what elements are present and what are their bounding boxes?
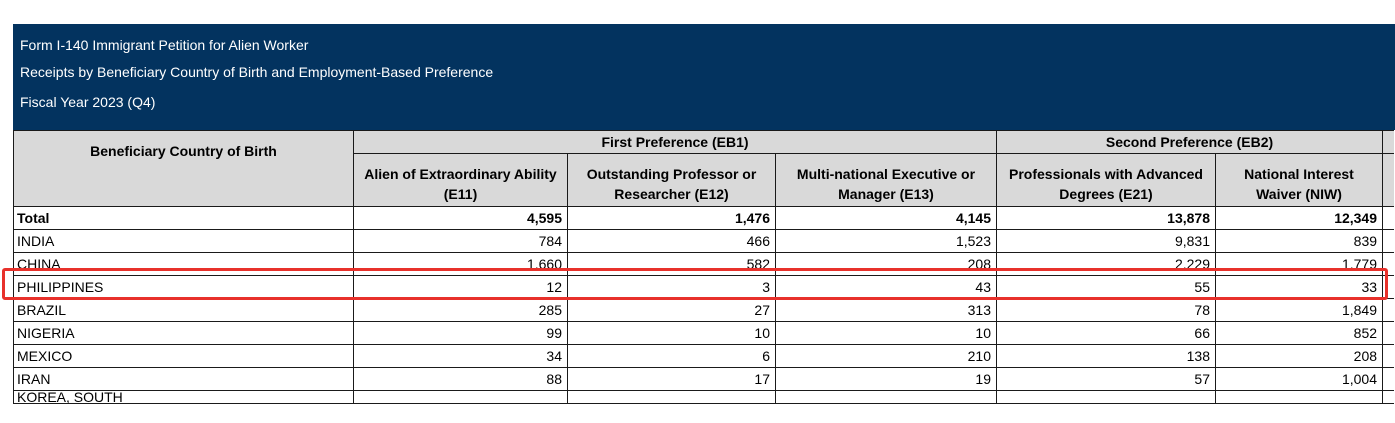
spreadsheet: Form I-140 Immigrant Petition for Alien … [13,24,1395,404]
cell: 12 [353,275,568,299]
cell: 33 [1214,275,1384,299]
table-row: IRAN 88 17 19 57 1,004 [13,367,1394,391]
cell: 6 [567,344,776,368]
cell: 43 [775,275,997,299]
cut-cell [1382,367,1394,391]
cell [775,390,997,404]
row-label: Total [13,206,354,230]
cell: 210 [775,344,997,368]
cell: 78 [996,298,1216,322]
table-row-cut-off: KOREA, SOUTH [13,390,1394,404]
report-title: Form I-140 Immigrant Petition for Alien … [20,37,309,53]
cell: 208 [1214,344,1384,368]
row-label: CHINA [13,252,354,276]
table-row: MEXICO 34 6 210 138 208 [13,344,1394,368]
cell: 1,004 [1214,367,1384,391]
cell: 1,476 [567,206,776,230]
cut-cell [1382,344,1394,368]
column-header-e21: Professionals with Advanced Degrees (E21… [996,153,1216,207]
cell: 582 [567,252,776,276]
cell: 3 [567,275,776,299]
column-header-niw: National Interest Waiver (NIW) [1214,153,1384,207]
cell [1214,390,1384,404]
row-header: Beneficiary Country of Birth [13,130,354,207]
table-row: PHILIPPINES 12 3 43 55 33 [13,275,1394,299]
cell: 66 [996,321,1216,345]
cell: 13,878 [996,206,1216,230]
row-label: INDIA [13,229,354,253]
cell: 138 [996,344,1216,368]
cut-cell [1382,390,1394,404]
cell: 852 [1214,321,1384,345]
cell: 17 [567,367,776,391]
column-header-e11: Alien of Extraordinary Ability (E11) [353,153,568,207]
cell: 12,349 [1214,206,1384,230]
cell [996,390,1216,404]
receipts-table: Beneficiary Country of Birth First Prefe… [13,130,1394,404]
cell: 285 [353,298,568,322]
cell: 4,595 [353,206,568,230]
cell: 1,523 [775,229,997,253]
cell: 55 [996,275,1216,299]
column-header-e12: Outstanding Professor or Researcher (E12… [567,153,776,207]
cell: 9,831 [996,229,1216,253]
report-period: Fiscal Year 2023 (Q4) [20,94,156,110]
table-row-total: Total 4,595 1,476 4,145 13,878 12,349 [13,206,1394,230]
cut-cell [1382,321,1394,345]
cell: 1,779 [1214,252,1384,276]
cell: 19 [775,367,997,391]
report-subtitle: Receipts by Beneficiary Country of Birth… [20,64,494,80]
group-header-eb1: First Preference (EB1) [353,130,997,154]
cell: 10 [775,321,997,345]
table-row: INDIA 784 466 1,523 9,831 839 [13,229,1394,253]
table-row: CHINA 1,660 582 208 2,229 1,779 [13,252,1394,276]
group-header-eb2: Second Preference (EB2) [995,130,1384,154]
cell: 34 [353,344,568,368]
cell: 466 [567,229,776,253]
cell: 839 [1214,229,1384,253]
cut-header [1382,130,1394,154]
cell: 208 [775,252,997,276]
row-label: MEXICO [13,344,354,368]
cell [353,390,568,404]
cell: 313 [775,298,997,322]
row-label: IRAN [13,367,354,391]
cut-cell [1382,298,1394,322]
table-row: BRAZIL 285 27 313 78 1,849 [13,298,1394,322]
cell: 784 [353,229,568,253]
cut-cell [1382,275,1394,299]
row-label: KOREA, SOUTH [13,390,354,404]
cut-cell [1382,229,1394,253]
row-label: BRAZIL [13,298,354,322]
table-row: NIGERIA 99 10 10 66 852 [13,321,1394,345]
row-label: PHILIPPINES [13,275,354,299]
cut-cell [1382,252,1394,276]
cell: 1,849 [1214,298,1384,322]
cell: 1,660 [353,252,568,276]
row-label: NIGERIA [13,321,354,345]
cell: 4,145 [775,206,997,230]
column-header-e13: Multi-national Executive or Manager (E13… [775,153,997,207]
cut-cell [1382,206,1394,230]
cell: 88 [353,367,568,391]
cut-header [1382,153,1394,207]
cell [567,390,776,404]
cell: 99 [353,321,568,345]
cell: 2,229 [996,252,1216,276]
cell: 10 [567,321,776,345]
report-banner: Form I-140 Immigrant Petition for Alien … [13,24,1395,130]
cell: 27 [567,298,776,322]
cell: 57 [996,367,1216,391]
